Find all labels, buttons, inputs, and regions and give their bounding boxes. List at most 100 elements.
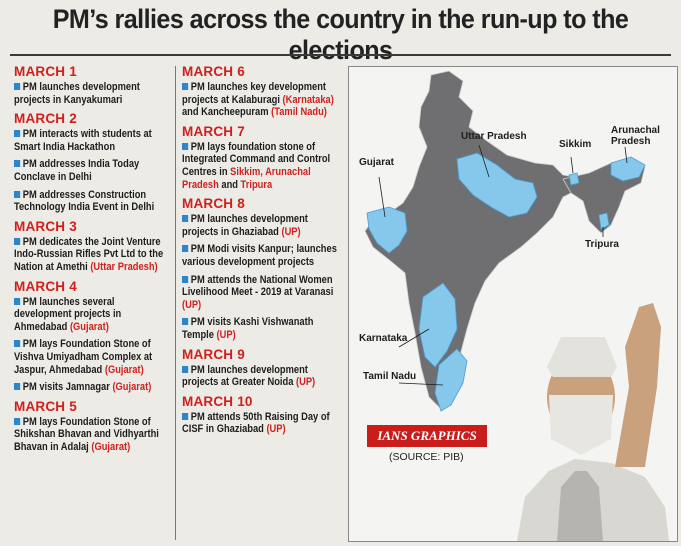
square-bullet-icon xyxy=(182,215,189,223)
state-highlight: Sikkim, Arunachal Pradesh xyxy=(182,165,311,191)
month-heading: MARCH 9 xyxy=(182,346,245,362)
event-item: PM lays Foundation Stone of Shikshan Bha… xyxy=(14,416,172,454)
map-leader-lines xyxy=(378,144,628,386)
state-highlight: (Gujarat) xyxy=(112,381,152,394)
state-highlight: (Karnataka) xyxy=(282,93,334,106)
event-text: PM visits Kashi Vishwanath Temple xyxy=(182,316,314,341)
square-bullet-icon xyxy=(182,412,189,420)
event-text: PM lays Foundation Stone of Vishva Umiya… xyxy=(14,338,153,376)
ians-graphics-credit: IANS GRAPHICS xyxy=(367,425,487,447)
event-text: PM launches key development projects at … xyxy=(182,81,327,106)
label-tamil-nadu: Tamil Nadu xyxy=(363,371,417,382)
title-rule xyxy=(10,54,671,56)
event-item: PM launches development projects at Grea… xyxy=(182,364,343,389)
state-highlight: (Gujarat) xyxy=(104,363,144,376)
square-bullet-icon xyxy=(14,383,21,391)
state-highlight: (UP) xyxy=(295,376,316,389)
event-item: PM visits Kashi Vishwanath Temple (UP) xyxy=(182,316,343,341)
state-highlight: Tripura xyxy=(240,178,273,191)
square-bullet-icon xyxy=(182,245,189,253)
month-heading: MARCH 6 xyxy=(182,64,245,79)
event-text: PM addresses Construction Technology Ind… xyxy=(14,188,155,214)
tripura-region xyxy=(598,212,610,230)
event-item: PM addresses India Today Conclave in Del… xyxy=(14,158,172,183)
event-item: PM attends 50th Raising Day of CISF in G… xyxy=(182,411,343,436)
event-text: PM lays Foundation Stone of Shikshan Bha… xyxy=(14,415,159,453)
event-text: PM Modi visits Kanpur; launches various … xyxy=(182,243,337,268)
timeline-column-1: MARCH 1 PM launches development projects … xyxy=(14,64,172,458)
label-sikkim: Sikkim xyxy=(559,139,592,150)
square-bullet-icon xyxy=(14,83,21,90)
karnataka-region xyxy=(418,282,458,368)
event-text: PM launches development projects in Ghaz… xyxy=(182,213,308,238)
month-heading: MARCH 8 xyxy=(182,196,245,212)
square-bullet-icon xyxy=(14,130,21,138)
event-text: PM launches development projects in Kany… xyxy=(14,81,140,106)
square-bullet-icon xyxy=(182,365,189,373)
month-heading: MARCH 4 xyxy=(14,278,77,294)
month-heading: MARCH 7 xyxy=(182,123,245,139)
square-bullet-icon xyxy=(182,318,189,326)
page-title: PM’s rallies across the country in the r… xyxy=(52,4,629,65)
state-highlight: (UP) xyxy=(281,225,301,238)
event-text: and Kancheepuram xyxy=(182,106,272,119)
event-item: PM interacts with students at Smart Indi… xyxy=(14,128,172,153)
event-item: PM launches development projects in Kany… xyxy=(14,81,172,106)
event-text: PM visits Jamnagar xyxy=(22,381,113,394)
square-bullet-icon xyxy=(182,142,189,150)
event-item: PM visits Jamnagar (Gujarat) xyxy=(14,381,172,394)
event-text: PM addresses India Today Conclave in Del… xyxy=(14,158,140,183)
event-text: PM interacts with students at Smart Indi… xyxy=(14,128,152,153)
event-item: PM dedicates the Joint Venture Indo-Russ… xyxy=(14,236,172,274)
state-highlight: (UP) xyxy=(266,423,286,436)
event-item: PM lays Foundation Stone of Vishva Umiya… xyxy=(14,338,172,376)
square-bullet-icon xyxy=(182,83,189,90)
state-highlight: (UP) xyxy=(182,298,202,311)
timeline-column-2: MARCH 6 PM launches key development proje… xyxy=(182,64,342,441)
sikkim-region xyxy=(568,172,580,186)
label-arunachal-pradesh: Arunachal Pradesh xyxy=(611,125,660,147)
column-divider xyxy=(175,66,176,540)
india-mainland xyxy=(364,70,580,410)
arunachal-pradesh-region xyxy=(610,156,646,182)
event-text: PM attends the National Women Livelihood… xyxy=(182,273,334,299)
event-item: PM Modi visits Kanpur; launches various … xyxy=(182,243,343,268)
state-highlight: (Gujarat) xyxy=(69,320,109,333)
state-highlight: (Uttar Pradesh) xyxy=(90,260,158,273)
event-text: PM lays foundation stone of Integrated C… xyxy=(182,140,331,178)
pm-photo xyxy=(517,303,669,541)
square-bullet-icon xyxy=(14,297,21,305)
month-heading: MARCH 3 xyxy=(14,218,77,234)
event-text: PM attends 50th Raising Day of CISF in G… xyxy=(182,410,330,436)
event-text: and xyxy=(218,178,241,191)
square-bullet-icon xyxy=(14,190,21,198)
event-item: PM attends the National Women Livelihood… xyxy=(182,274,343,312)
uttar-pradesh-region xyxy=(456,152,538,218)
tamil-nadu-region xyxy=(434,348,468,412)
india-map-panel: Gujarat Uttar Pradesh Sikkim Arunachal P… xyxy=(348,66,678,542)
month-heading: MARCH 1 xyxy=(14,64,77,79)
state-highlight: (Tamil Nadu) xyxy=(271,106,327,119)
square-bullet-icon xyxy=(14,340,21,348)
square-bullet-icon xyxy=(14,417,21,425)
label-gujarat: Gujarat xyxy=(359,157,395,168)
label-uttar-pradesh: Uttar Pradesh xyxy=(461,131,527,142)
india-map xyxy=(364,70,669,541)
event-text: PM dedicates the Joint Venture Indo-Russ… xyxy=(14,235,164,273)
event-item: PM launches several development projects… xyxy=(14,296,172,334)
event-item: PM addresses Construction Technology Ind… xyxy=(14,189,172,214)
event-item: PM lays foundation stone of Integrated C… xyxy=(182,141,343,191)
state-highlight: (UP) xyxy=(216,328,236,341)
month-heading: MARCH 10 xyxy=(182,393,253,409)
state-highlight: (Gujarat) xyxy=(91,440,131,453)
event-item: PM launches development projects in Ghaz… xyxy=(182,213,343,238)
event-item: PM launches key development projects at … xyxy=(182,81,343,119)
month-heading: MARCH 5 xyxy=(14,398,77,414)
label-karnataka: Karnataka xyxy=(359,333,408,344)
event-text: PM launches development projects at Grea… xyxy=(182,363,308,389)
source-note: (SOURCE: PIB) xyxy=(389,451,464,463)
month-heading: MARCH 2 xyxy=(14,111,77,127)
label-tripura: Tripura xyxy=(585,239,619,250)
square-bullet-icon xyxy=(182,275,189,283)
gujarat-region xyxy=(366,206,408,254)
